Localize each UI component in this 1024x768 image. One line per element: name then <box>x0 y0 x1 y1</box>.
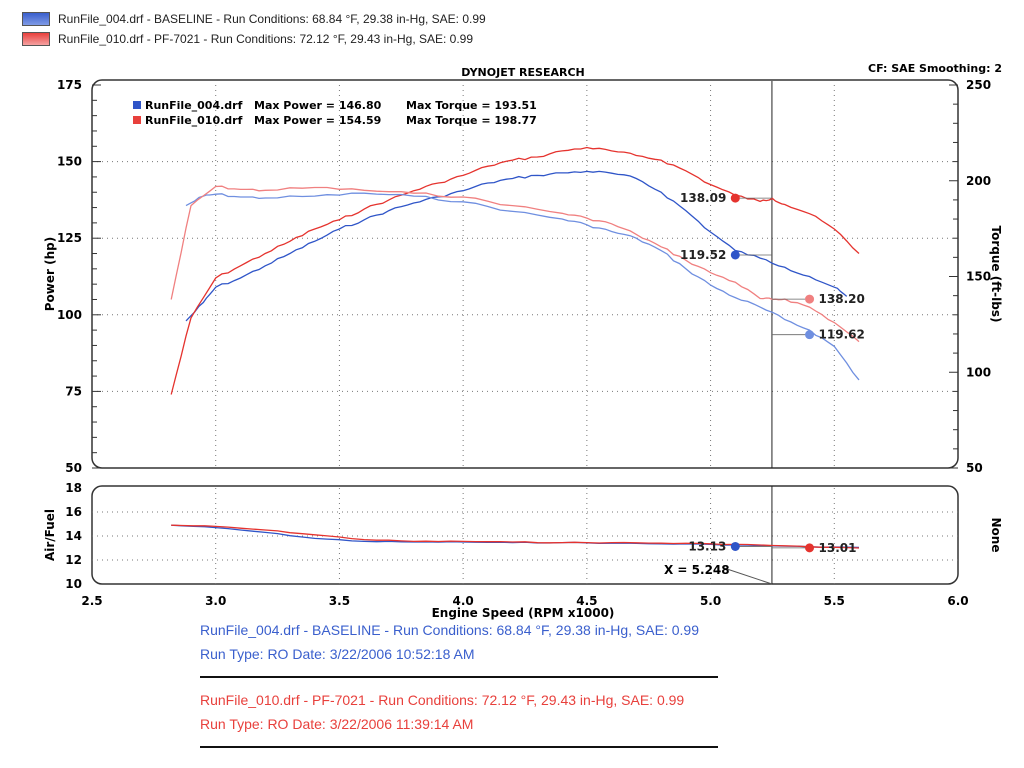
afr-tick-label: 16 <box>65 505 82 519</box>
power-plot-frame <box>91 79 959 469</box>
runfile-004-drf-torque-line <box>185 192 860 381</box>
top-legend-baseline: RunFile_004.drf - BASELINE - Run Conditi… <box>22 12 486 26</box>
inner-legend: RunFile_004.drf Max Power = 146.80 Max T… <box>133 99 537 127</box>
power-tick-label: 125 <box>57 231 82 245</box>
runfile-010-drf-torque-line <box>170 185 860 343</box>
inner-legend-baseline-marker <box>133 101 141 109</box>
chart-title: DYNOJET RESEARCH <box>461 66 584 79</box>
pf-swatch <box>22 32 50 46</box>
power-marker-119-62-label: 119.62 <box>819 328 865 342</box>
afr-marker-13-01-label: 13.01 <box>819 541 857 555</box>
power-marker-138-09-dot <box>730 193 740 203</box>
power-tick-label: 100 <box>57 308 82 322</box>
x-tick-label: 4.0 <box>453 594 474 608</box>
torque-tick-label: 200 <box>966 174 991 188</box>
inner-legend-baseline-power: Max Power = 146.80 <box>254 99 382 112</box>
inner-legend-pf-power: Max Power = 154.59 <box>254 114 381 127</box>
afr-tick-label: 14 <box>65 529 82 543</box>
power-marker-119-52-label: 119.52 <box>680 248 726 262</box>
power-marker-119-62-dot <box>805 330 815 340</box>
afr-tick-label: 18 <box>65 481 82 495</box>
power-marker-138-09-label: 138.09 <box>680 191 726 205</box>
footer-divider-1 <box>200 676 718 678</box>
power-tick-label: 50 <box>65 461 82 475</box>
afr-plot-frame <box>91 485 959 585</box>
torque-tick-label: 250 <box>966 78 991 92</box>
footer-baseline-conditions: RunFile_004.drf - BASELINE - Run Conditi… <box>200 622 699 638</box>
afr-tick-label: 12 <box>65 553 82 567</box>
cursor-leader <box>723 567 773 585</box>
afr-tick-label: 10 <box>65 577 82 591</box>
x-axis-label: Engine Speed (RPM x1000) <box>432 606 615 620</box>
power-axis-label: Power (hp) <box>43 237 57 311</box>
runfile-010-drf-power-line <box>170 146 860 395</box>
top-legend-baseline-text: RunFile_004.drf - BASELINE - Run Conditi… <box>58 12 486 26</box>
x-tick-label: 3.0 <box>205 594 226 608</box>
afr-marker-13-13-dot <box>730 541 740 551</box>
afr-axis-label: Air/Fuel <box>43 509 57 561</box>
cf-smoothing-label: CF: SAE Smoothing: 2 <box>868 62 1002 75</box>
x-tick-label: 5.5 <box>824 594 845 608</box>
x-tick-label: 5.0 <box>700 594 721 608</box>
baseline-swatch <box>22 12 50 26</box>
torque-axis-label: Torque (ft-lbs) <box>989 226 1003 323</box>
dyno-chart: DYNOJET RESEARCH CF: SAE Smoothing: 2 2.… <box>43 62 1003 620</box>
afr-marker-13-13-label: 13.13 <box>688 539 726 553</box>
torque-tick-label: 50 <box>966 461 983 475</box>
power-marker-119-52-dot <box>730 250 740 260</box>
power-tick-label: 75 <box>65 384 82 398</box>
x-tick-label: 6.0 <box>947 594 968 608</box>
runfile-004-drf-air-fuel-line <box>171 524 860 549</box>
power-marker-138-20-dot <box>805 294 815 304</box>
x-tick-label: 3.5 <box>329 594 350 608</box>
inner-legend-baseline-torque: Max Torque = 193.51 <box>406 99 537 112</box>
power-tick-label: 175 <box>57 78 82 92</box>
inner-legend-pf-torque: Max Torque = 198.77 <box>406 114 537 127</box>
footer-divider-2 <box>200 746 718 748</box>
footer-pf-conditions: RunFile_010.drf - PF-7021 - Run Conditio… <box>200 692 685 708</box>
runfile-004-drf-power-line <box>185 170 848 322</box>
afr-marker-13-01-dot <box>805 543 815 553</box>
afr-right-label: None <box>989 518 1003 553</box>
inner-legend-pf-name: RunFile_010.drf <box>145 114 243 127</box>
top-legend-pf-text: RunFile_010.drf - PF-7021 - Run Conditio… <box>58 32 474 46</box>
runfile-010-drf-air-fuel-line <box>171 524 860 549</box>
footer-baseline-runtype: Run Type: RO Date: 3/22/2006 10:52:18 AM <box>200 646 475 662</box>
cursor-readout: X = 5.248 <box>664 563 730 577</box>
torque-tick-label: 100 <box>966 365 991 379</box>
power-tick-label: 150 <box>57 155 82 169</box>
torque-tick-label: 150 <box>966 270 991 284</box>
inner-legend-baseline-name: RunFile_004.drf <box>145 99 243 112</box>
power-marker-138-20-label: 138.20 <box>819 292 865 306</box>
x-tick-label: 2.5 <box>81 594 102 608</box>
footer-pf-runtype: Run Type: RO Date: 3/22/2006 11:39:14 AM <box>200 716 474 732</box>
inner-legend-pf-marker <box>133 116 141 124</box>
top-legend-pf: RunFile_010.drf - PF-7021 - Run Conditio… <box>22 32 473 46</box>
x-tick-label: 4.5 <box>576 594 597 608</box>
